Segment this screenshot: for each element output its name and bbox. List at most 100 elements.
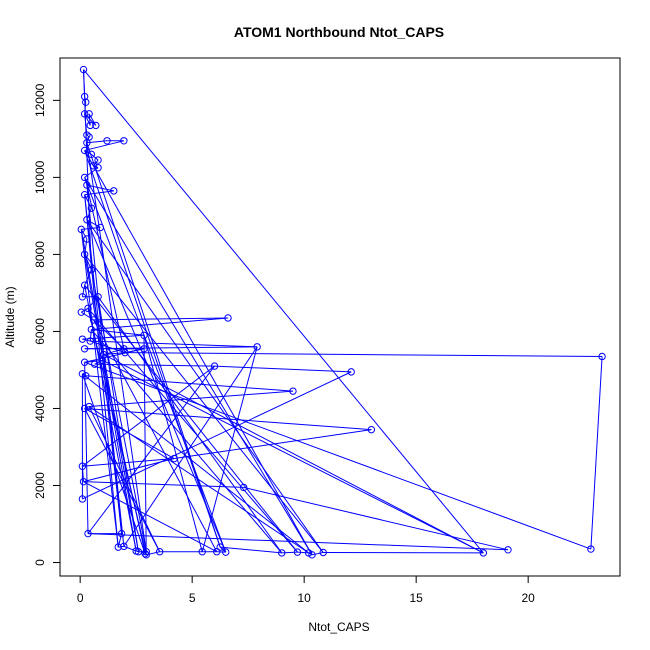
series-segment: [87, 533, 509, 551]
data-point: [210, 362, 219, 370]
data-point: [84, 529, 92, 538]
data-point: [83, 139, 91, 147]
data-point: [308, 551, 316, 559]
y-axis-label: Altitude (m): [3, 286, 17, 347]
series-segment: [89, 390, 293, 408]
x-tick-label: 0: [77, 591, 84, 605]
data-point: [92, 121, 100, 130]
series-segment: [297, 551, 309, 554]
data-point: [253, 343, 261, 351]
data-point: [80, 110, 89, 118]
series-segment: [311, 552, 324, 556]
series-segment: [220, 546, 282, 554]
series-segment: [201, 346, 258, 552]
series-segment: [124, 352, 603, 357]
data-point: [121, 348, 129, 357]
series-segment: [214, 365, 352, 373]
series-segment: [86, 142, 221, 548]
series-segment: [93, 317, 229, 321]
data-point: [367, 425, 376, 434]
data-point: [86, 121, 94, 130]
data-point: [278, 549, 286, 557]
data-point: [80, 358, 89, 366]
series-segment: [88, 113, 97, 126]
data-point: [140, 345, 148, 353]
data-point: [103, 137, 111, 145]
series-segment: [90, 340, 126, 354]
data-point: [222, 548, 230, 556]
series-segment: [91, 153, 99, 161]
series-segment: [84, 254, 324, 553]
series-segment: [80, 229, 88, 240]
series-segment: [84, 194, 123, 534]
data-point: [82, 372, 90, 380]
data-point: [84, 304, 92, 313]
series-segment: [94, 363, 215, 367]
data-point: [77, 225, 85, 234]
chart-title: ATOM1 Northbound Ntot_CAPS: [234, 24, 444, 40]
y-tick-label: 2000: [33, 472, 47, 499]
series-segment: [81, 466, 85, 482]
series-segment: [81, 285, 86, 297]
series-segment: [84, 194, 119, 548]
data-point: [142, 551, 150, 559]
series-segment: [102, 359, 484, 554]
series-segment: [87, 365, 215, 534]
y-tick-label: 6000: [33, 318, 47, 345]
data-point: [141, 549, 149, 558]
data-point: [134, 548, 143, 556]
data-point: [155, 548, 164, 556]
series-segment: [83, 481, 218, 553]
series-segment: [143, 335, 147, 555]
data-point: [80, 404, 89, 413]
series-segment: [90, 340, 258, 348]
series-segment: [87, 308, 298, 553]
x-tick-label: 15: [409, 591, 423, 605]
x-tick-label: 5: [189, 591, 196, 605]
series-segment: [243, 486, 509, 551]
data-point: [94, 156, 102, 164]
data-point: [96, 223, 105, 232]
series-segment: [83, 481, 244, 488]
data-point: [504, 546, 512, 554]
data-point: [479, 549, 488, 557]
data-point: [142, 548, 150, 556]
data-point: [170, 454, 178, 463]
series-segment: [281, 551, 298, 554]
data-point: [117, 529, 126, 538]
data-point: [94, 293, 102, 301]
data-point: [78, 335, 87, 343]
series-segment: [123, 545, 137, 552]
series-segment: [103, 354, 484, 554]
data-point: [87, 266, 96, 274]
series-segment: [82, 458, 175, 467]
data-point: [79, 477, 88, 486]
data-point: [114, 543, 122, 551]
series-segment: [88, 406, 161, 552]
series-segment: [590, 356, 603, 550]
series-segment: [83, 69, 484, 554]
series-segment: [82, 365, 215, 467]
series-segment: [174, 429, 372, 460]
data-point: [83, 131, 91, 139]
data-point: [89, 316, 98, 324]
data-point: [239, 483, 248, 492]
data-point: [80, 281, 89, 289]
series-segment: [86, 184, 125, 349]
series-segment: [84, 348, 145, 363]
y-tick-label: 10000: [33, 160, 47, 194]
series-segment: [84, 284, 298, 553]
data-point: [98, 356, 107, 365]
series-segment: [86, 219, 324, 553]
data-point: [120, 137, 128, 145]
data-point: [140, 331, 148, 339]
data-point: [94, 164, 102, 172]
series-segment: [82, 338, 91, 342]
x-axis-label: Ntot_CAPS: [308, 620, 369, 634]
data-point: [347, 368, 355, 376]
y-tick-label: 12000: [33, 83, 47, 117]
data-point: [85, 402, 93, 411]
y-tick-label: 8000: [33, 241, 47, 268]
series-segment: [84, 194, 92, 209]
data-point: [87, 150, 96, 158]
